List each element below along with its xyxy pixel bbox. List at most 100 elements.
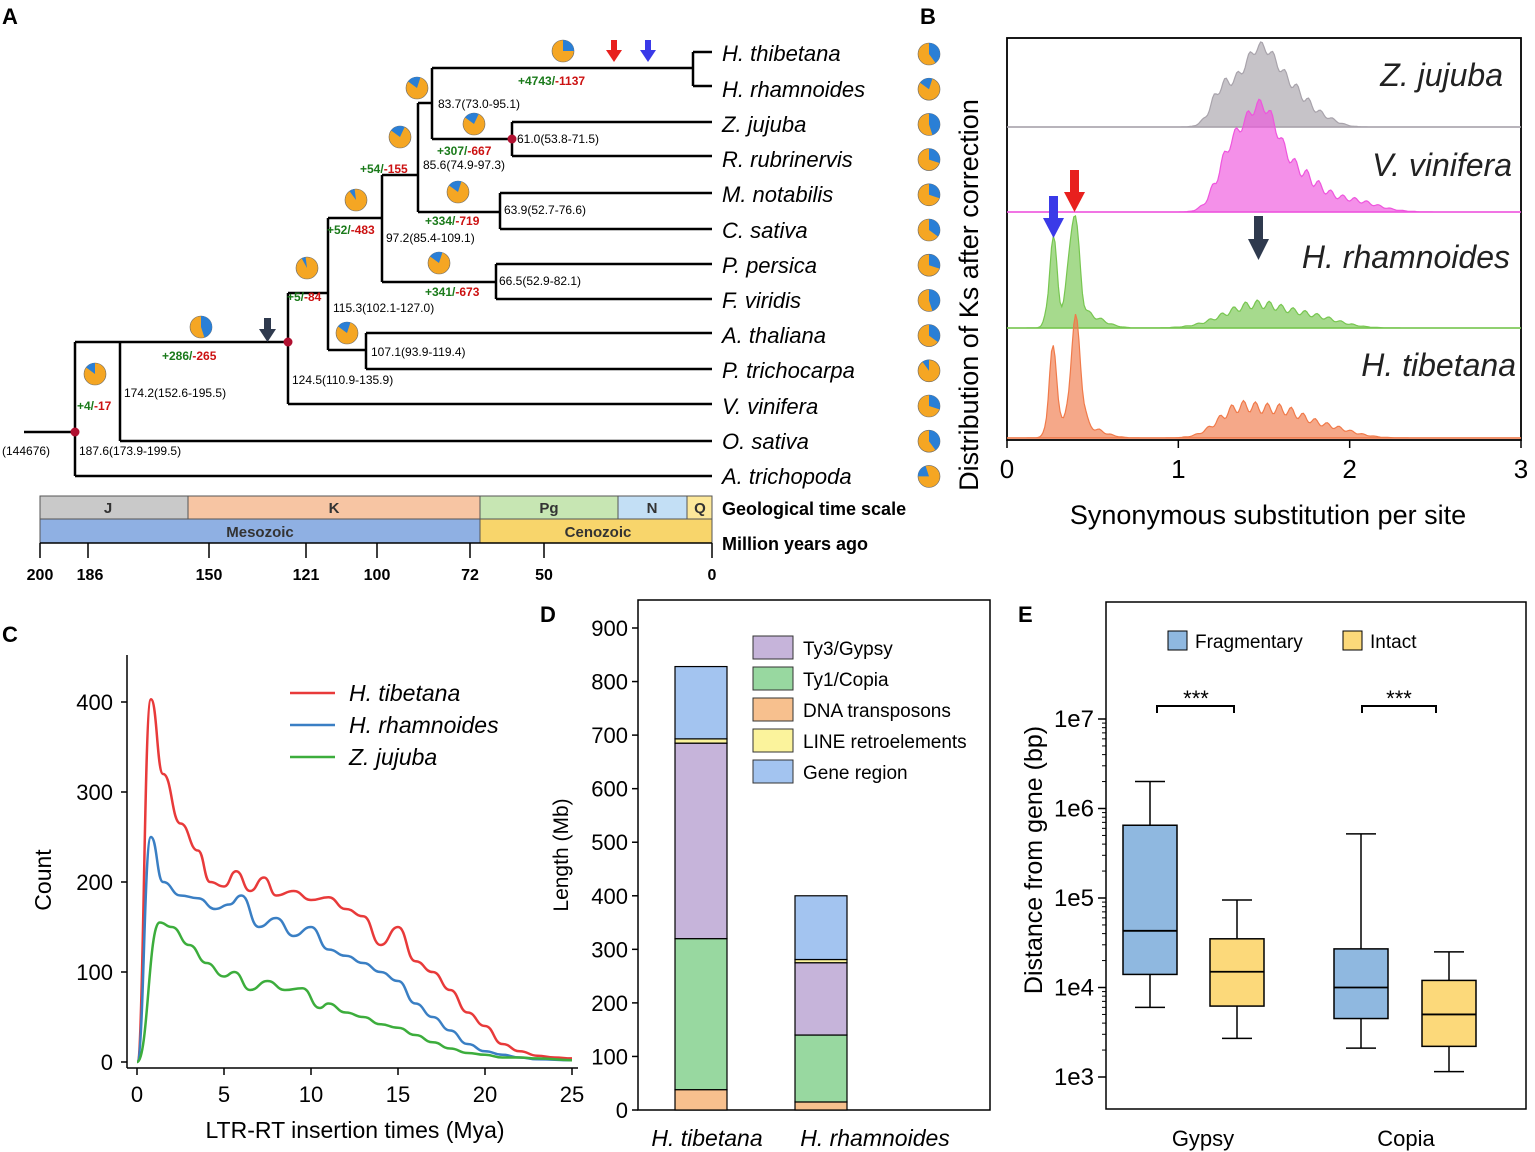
y-tick-label: 100 [76, 960, 113, 985]
proportion-pie-icon [335, 321, 359, 345]
node-age-label: 83.7(73.0-95.1) [438, 97, 520, 111]
time-tick-label: 150 [196, 567, 223, 584]
gene-family-change: +341/-673 [425, 285, 480, 299]
y-tick-label: 200 [591, 991, 628, 1016]
stacked-bar-segment [674, 665, 728, 740]
proportion-pie-icon [917, 359, 941, 383]
gene-family-change: +286/-265 [162, 349, 217, 363]
wgd-arrow-icon [640, 40, 656, 62]
y-tick-label: 500 [591, 830, 628, 855]
x-tick-label: 15 [386, 1082, 410, 1107]
taxon-label: F. viridis [722, 288, 801, 313]
taxon-label: R. rubrinervis [722, 147, 853, 172]
proportion-pie-icon [405, 76, 429, 100]
y-tick-label: 200 [76, 870, 113, 895]
gene-family-change: +5/-84 [287, 290, 322, 304]
proportion-pie-icon [917, 394, 941, 418]
wgd-arrow-icon [259, 318, 276, 342]
panel-label-e: E [1018, 602, 1033, 627]
taxon-label: H. thibetana [722, 41, 841, 66]
taxon-label: M. notabilis [722, 182, 833, 207]
distance-boxplot-panel: 1e3 1e4 1e5 1e6 1e7 Fragmentary Intact *** *… [1020, 601, 1527, 1151]
x-tick-label: 3 [1514, 454, 1528, 484]
gene-family-change: +4/-17 [77, 399, 112, 413]
proportion-pie-icon [295, 256, 319, 280]
node-age-label: (144676) [2, 444, 50, 458]
iqr-box [1122, 824, 1178, 976]
panel-label-d: D [540, 602, 556, 627]
proportion-pie-icon [917, 465, 941, 488]
category-label: Gypsy [1172, 1126, 1234, 1151]
calibration-node [283, 337, 293, 347]
legend-swatch [752, 759, 794, 784]
period-label: Pg [539, 500, 558, 517]
stacked-bar-segment [674, 1089, 728, 1111]
era-label: Mesozoic [226, 524, 294, 541]
stacked-bar-segment [674, 742, 728, 940]
taxon-label: P. persica [722, 253, 817, 278]
y-axis-title: Length (Mb) [550, 798, 573, 911]
legend-label: Intact [1370, 632, 1417, 653]
time-scale-title: Geological time scale [722, 499, 906, 519]
legend-label: Ty3/Gypsy [803, 639, 893, 660]
legend-label: Fragmentary [1195, 632, 1303, 653]
wgd-arrow-icon [1043, 196, 1064, 238]
y-tick-label: 600 [591, 777, 628, 802]
y-tick-label: 0 [101, 1050, 113, 1075]
significance-label: *** [1183, 686, 1209, 711]
node-age-label: 63.9(52.7-76.6) [504, 203, 586, 217]
period-label: J [104, 500, 112, 517]
significance-label: *** [1386, 686, 1412, 711]
stacked-bar-segment [794, 895, 848, 961]
wgd-arrow-icon [606, 40, 622, 62]
y-axis-title: Distance from gene (bp) [1020, 726, 1048, 994]
proportion-pie-icon [917, 324, 941, 347]
y-tick-label: 0 [616, 1098, 628, 1123]
period-label: K [329, 500, 340, 517]
x-tick-label: 20 [473, 1082, 497, 1107]
period-label: Q [694, 500, 706, 517]
node-age-label: 187.6(173.9-199.5) [79, 444, 181, 458]
y-tick-label: 400 [76, 690, 113, 715]
calibration-node [507, 134, 517, 144]
category-label: Copia [1377, 1126, 1435, 1151]
stacked-bar-segment [794, 1101, 848, 1111]
wgd-arrow-icon [1248, 216, 1269, 260]
time-tick-label: 72 [461, 567, 479, 584]
gene-family-change: +54/-155 [360, 162, 408, 176]
node-age-label: 85.6(74.9-97.3) [423, 158, 505, 172]
period-label: N [647, 500, 658, 517]
node-age-label: 115.3(102.1-127.0) [333, 301, 434, 315]
proportion-pie-icon [917, 289, 941, 312]
iqr-box [1421, 979, 1477, 1048]
y-tick-label: 1e5 [1054, 885, 1094, 912]
x-tick-label: 25 [560, 1082, 584, 1107]
geological-time-scale: J K Pg N Q Mesozoic Cenozoic Geological … [27, 495, 906, 584]
stacked-bar-segment [674, 738, 728, 744]
node-age-label: 124.5(110.9-135.9) [292, 373, 393, 387]
x-tick-label: 10 [299, 1082, 323, 1107]
x-axis-title: Synonymous substitution per site [1070, 500, 1466, 530]
calibration-node [70, 427, 80, 437]
panel-label-a: A [2, 4, 18, 29]
taxon-label: A. trichopoda [720, 464, 852, 489]
series-line [135, 835, 573, 1064]
y-tick-label: 800 [591, 670, 628, 695]
proportion-pie-icon [917, 253, 941, 277]
legend-label: H. tibetana [349, 680, 460, 706]
proportion-pie-icon [344, 188, 368, 212]
y-tick-label: 1e7 [1054, 706, 1094, 733]
y-tick-label: 1e6 [1054, 796, 1094, 823]
proportion-pie-icon [446, 180, 470, 204]
y-tick-label: 900 [591, 616, 628, 641]
chart-legend: Ty3/Gypsy Ty1/Copia DNA transposons LINE re… [752, 635, 967, 784]
legend-label: Z. jujuba [348, 744, 437, 770]
y-tick-label: 1e4 [1054, 975, 1094, 1002]
y-tick-label: 1e3 [1054, 1064, 1094, 1091]
panel-label-c: C [2, 622, 18, 647]
node-age-label: 66.5(52.9-82.1) [499, 274, 581, 288]
x-tick-label: 1 [1171, 454, 1185, 484]
node-age-label: 107.1(93.9-119.4) [371, 345, 466, 359]
taxon-label: C. sativa [722, 218, 808, 243]
